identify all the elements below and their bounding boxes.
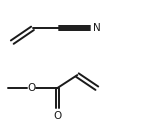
Text: O: O bbox=[28, 83, 36, 93]
Text: O: O bbox=[53, 111, 61, 121]
Text: N: N bbox=[93, 23, 101, 33]
